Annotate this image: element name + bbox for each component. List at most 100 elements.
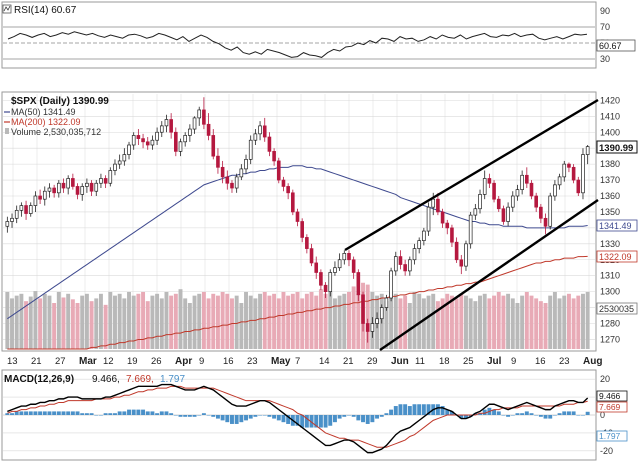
volume-value-box: 2530035	[596, 302, 638, 315]
macd-histogram-bar	[103, 413, 108, 415]
volume-bar	[496, 291, 501, 349]
macd-legend: MACD(12,26,9) 9.466, 7.669, 1.797	[4, 374, 185, 385]
time-tick-label: 23	[247, 356, 258, 367]
macd-histogram-bar	[403, 404, 408, 415]
candle-body	[468, 214, 473, 245]
rsi-tick-label: 30	[600, 54, 610, 64]
candle-body	[94, 182, 99, 192]
macd-value: 9.466	[599, 391, 621, 401]
ma50-legend-text: MA(50) 1341.49	[11, 107, 76, 117]
volume-bar	[435, 301, 440, 349]
volume-bar	[192, 295, 197, 349]
time-tick-label: May	[271, 356, 291, 367]
candle-body	[57, 182, 61, 194]
volume-bar	[323, 293, 328, 349]
macd-histogram-bar	[445, 409, 450, 415]
candle-body	[113, 163, 117, 171]
macd-histogram-bar	[187, 415, 192, 417]
volume-bar	[5, 291, 10, 349]
time-tick-label: 29	[367, 356, 378, 367]
macd-histogram-bar	[215, 415, 220, 419]
price-tick-label: 1370	[600, 175, 620, 185]
candle-body	[576, 179, 581, 194]
volume-bar	[201, 291, 206, 349]
time-tick-label: 21	[31, 356, 42, 367]
macd-plot	[5, 383, 590, 454]
candle-body	[108, 170, 113, 184]
volume-bar	[141, 291, 146, 349]
candle-body	[501, 208, 506, 222]
candle-body	[136, 135, 141, 139]
volume-bar	[286, 295, 291, 349]
volume-bar	[515, 303, 520, 349]
volume-bar	[478, 295, 482, 349]
rsi-panel-frame	[1, 1, 597, 69]
candle-body	[506, 206, 510, 222]
macd-histogram-bar	[393, 406, 398, 415]
volume-value: 2530035	[599, 304, 634, 314]
macd-histogram-bar	[136, 409, 141, 415]
macd-histogram-bar	[253, 415, 258, 417]
volume-bar	[314, 295, 319, 349]
macd-histogram-bar	[24, 411, 29, 415]
ma50-line	[7, 165, 588, 320]
candle-body	[422, 230, 426, 241]
macd-histogram-bar	[75, 411, 80, 415]
macd-histogram-bar	[468, 415, 473, 417]
volume-bar	[267, 295, 272, 349]
candle-body	[534, 195, 538, 208]
candle-body	[440, 211, 445, 224]
candle-body	[473, 208, 478, 216]
macd-histogram-bar	[440, 406, 445, 415]
candle-body	[379, 307, 384, 320]
volume-bar	[211, 293, 216, 349]
macd-legend-signal: 7.669,	[126, 374, 154, 385]
candle-body	[286, 186, 290, 194]
candle-body	[478, 194, 482, 210]
macd-histogram-bar	[52, 411, 57, 415]
candle-body	[384, 297, 389, 308]
time-tick-label: 26	[151, 356, 162, 367]
candle-body	[482, 178, 487, 195]
price-tick-label: 1350	[600, 207, 620, 217]
volume-bar	[581, 293, 585, 349]
candle-body	[281, 179, 286, 187]
time-tick-label: 13	[7, 356, 18, 367]
ma50-value: 1341.49	[599, 221, 632, 231]
hist-value-box: 1.797	[596, 430, 628, 442]
volume-bar	[169, 295, 174, 349]
volume-bar	[426, 295, 431, 349]
volume-bar	[178, 289, 183, 349]
macd-histogram-bar	[501, 415, 506, 416]
candle-body	[141, 138, 145, 143]
volume-bar	[300, 298, 305, 349]
volume-bar	[412, 291, 417, 349]
macd-histogram-bar	[262, 415, 267, 416]
macd-histogram-bar	[379, 415, 384, 417]
candle-body	[19, 205, 24, 211]
macd-histogram-bar	[38, 411, 43, 415]
macd-histogram-bar	[361, 415, 365, 423]
macd-histogram-bar	[56, 411, 61, 415]
volume-bar	[468, 298, 473, 349]
candle-body	[155, 131, 159, 141]
candle-body	[291, 192, 295, 213]
macd-histogram-bar	[230, 415, 234, 424]
candle-body	[220, 166, 225, 178]
macd-histogram-bar	[225, 415, 230, 423]
macd-histogram-bar	[347, 415, 351, 416]
macd-histogram-bar	[127, 409, 131, 415]
price-tick-label: 1360	[600, 191, 620, 201]
volume-bar	[328, 291, 333, 349]
volume-bar	[365, 284, 370, 349]
macd-histogram-bar	[529, 413, 534, 415]
volume-bar	[164, 291, 169, 349]
price-tick-label: 1280	[600, 319, 620, 329]
macd-histogram-bar	[66, 411, 71, 415]
macd-histogram-bar	[14, 411, 19, 415]
macd-histogram-bar	[548, 415, 553, 419]
rsi-line	[7, 31, 588, 58]
volume-bar	[342, 293, 347, 349]
candle-body	[356, 272, 361, 296]
macd-legend-title: MACD(12,26,9)	[4, 374, 74, 385]
